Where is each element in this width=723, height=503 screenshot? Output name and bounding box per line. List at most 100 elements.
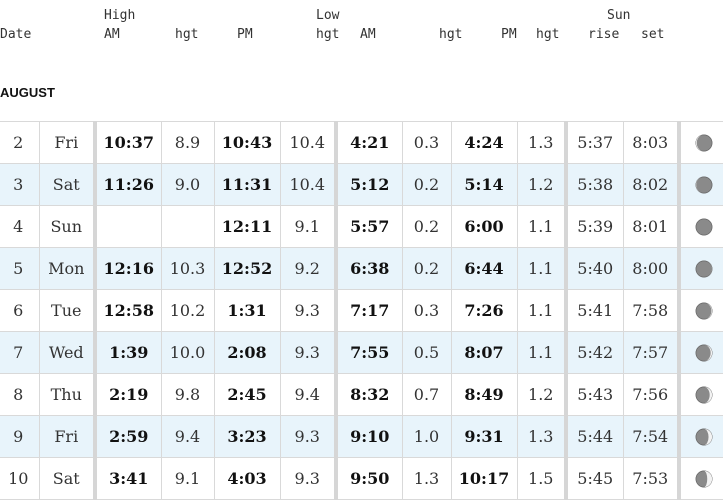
day-cell: Fri <box>38 415 95 458</box>
high-pm-time: 11:31 <box>213 163 280 206</box>
high-pm-height: 10.4 <box>279 163 336 206</box>
sunrise-time: 5:44 <box>564 415 623 458</box>
sunrise-time: 5:40 <box>564 247 623 290</box>
header-high-pm: PM <box>237 27 253 42</box>
header-high-pm-hgt: hgt <box>316 27 340 42</box>
date-cell: 2 <box>0 121 39 164</box>
sunset-time: 8:01 <box>622 205 679 248</box>
low-pm-time: 4:24 <box>450 121 517 164</box>
date-cell: 3 <box>0 163 39 206</box>
high-pm-time: 4:03 <box>213 457 280 500</box>
high-pm-time: 12:52 <box>213 247 280 290</box>
high-am-time: 10:37 <box>93 121 161 164</box>
high-pm-height: 9.3 <box>279 457 336 500</box>
day-cell: Sat <box>38 163 95 206</box>
table-row: 4 Sun 12:11 9.1 5:57 0.2 6:00 1.1 5:39 8:01 <box>0 205 723 248</box>
low-am-height: 1.3 <box>401 457 451 500</box>
sunrise-time: 5:42 <box>564 331 623 374</box>
moon-phase-icon <box>695 218 712 236</box>
high-am-height: 9.1 <box>160 457 214 500</box>
header-sunrise: rise <box>588 27 620 42</box>
high-pm-time: 12:11 <box>213 205 280 248</box>
low-pm-height: 1.2 <box>516 373 566 416</box>
header-low-am: AM <box>360 27 376 42</box>
high-am-time: 1:39 <box>93 331 161 374</box>
high-am-time: 3:41 <box>93 457 161 500</box>
high-am-time: 2:59 <box>93 415 161 458</box>
moon-phase-cell <box>677 205 723 248</box>
moon-phase-cell <box>677 331 723 374</box>
tide-table: 2 Fri 10:37 8.9 10:43 10.4 4:21 0.3 4:24 1.3 5:37 8… <box>0 121 723 500</box>
date-cell: 7 <box>0 331 39 374</box>
low-am-height: 0.7 <box>401 373 451 416</box>
low-pm-time: 8:49 <box>450 373 517 416</box>
day-cell: Mon <box>38 247 95 290</box>
low-pm-height: 1.1 <box>516 247 566 290</box>
low-am-time: 7:55 <box>334 331 402 374</box>
day-cell: Fri <box>38 121 95 164</box>
header-low-pm: PM <box>501 27 517 42</box>
sunset-time: 8:00 <box>622 247 679 290</box>
high-pm-time: 3:23 <box>213 415 280 458</box>
day-cell: Sat <box>38 457 95 500</box>
date-cell: 5 <box>0 247 39 290</box>
month-heading: AUGUST <box>0 85 55 100</box>
low-pm-time: 8:07 <box>450 331 517 374</box>
sunrise-time: 5:41 <box>564 289 623 332</box>
high-pm-height: 9.2 <box>279 247 336 290</box>
table-row: 2 Fri 10:37 8.9 10:43 10.4 4:21 0.3 4:24 1.3 5:37 8… <box>0 121 723 164</box>
low-pm-height: 1.1 <box>516 205 566 248</box>
header-sun: Sun <box>607 8 631 23</box>
table-row: 8 Thu 2:19 9.8 2:45 9.4 8:32 0.7 8:49 1.2 5:43 7:56 <box>0 373 723 416</box>
moon-phase-icon <box>695 344 712 362</box>
sunset-time: 7:54 <box>622 415 679 458</box>
high-am-time: 11:26 <box>93 163 161 206</box>
low-am-time: 5:57 <box>334 205 402 248</box>
sunrise-time: 5:43 <box>564 373 623 416</box>
date-cell: 9 <box>0 415 39 458</box>
high-am-height: 10.0 <box>160 331 214 374</box>
high-pm-height: 9.3 <box>279 331 336 374</box>
low-am-height: 0.2 <box>401 163 451 206</box>
sunrise-time: 5:37 <box>564 121 623 164</box>
sunrise-time: 5:38 <box>564 163 623 206</box>
moon-phase-icon <box>695 302 712 320</box>
date-cell: 6 <box>0 289 39 332</box>
high-pm-time: 10:43 <box>213 121 280 164</box>
header-date: Date <box>0 27 32 42</box>
moon-phase-cell <box>677 121 723 164</box>
table-row: 10 Sat 3:41 9.1 4:03 9.3 9:50 1.3 10:17 1.5 5:45 7:… <box>0 457 723 500</box>
column-header: High Low Sun Date AM hgt PM hgt AM hgt P… <box>0 0 723 60</box>
table-row: 9 Fri 2:59 9.4 3:23 9.3 9:10 1.0 9:31 1.3 5:44 7:54 <box>0 415 723 458</box>
moon-phase-cell <box>677 247 723 290</box>
low-am-time: 7:17 <box>334 289 402 332</box>
high-am-height: 9.4 <box>160 415 214 458</box>
sunset-time: 7:58 <box>622 289 679 332</box>
moon-phase-cell <box>677 415 723 458</box>
low-am-time: 9:50 <box>334 457 402 500</box>
moon-phase-icon <box>695 386 712 404</box>
header-low-am-hgt: hgt <box>439 27 463 42</box>
high-am-time: 12:58 <box>93 289 161 332</box>
high-pm-height: 9.3 <box>279 289 336 332</box>
low-am-height: 0.2 <box>401 205 451 248</box>
header-high: High <box>104 8 136 23</box>
high-am-time <box>93 205 161 248</box>
moon-phase-cell <box>677 289 723 332</box>
low-am-height: 0.5 <box>401 331 451 374</box>
moon-phase-cell <box>677 457 723 500</box>
day-cell: Thu <box>38 373 95 416</box>
sunset-time: 8:02 <box>622 163 679 206</box>
high-am-height: 8.9 <box>160 121 214 164</box>
low-pm-height: 1.1 <box>516 289 566 332</box>
low-pm-time: 6:44 <box>450 247 517 290</box>
low-am-time: 9:10 <box>334 415 402 458</box>
header-sunset: set <box>641 27 665 42</box>
high-pm-time: 1:31 <box>213 289 280 332</box>
low-am-time: 5:12 <box>334 163 402 206</box>
header-low: Low <box>316 8 340 23</box>
high-pm-height: 9.1 <box>279 205 336 248</box>
low-pm-time: 6:00 <box>450 205 517 248</box>
high-am-height: 10.2 <box>160 289 214 332</box>
day-cell: Wed <box>38 331 95 374</box>
